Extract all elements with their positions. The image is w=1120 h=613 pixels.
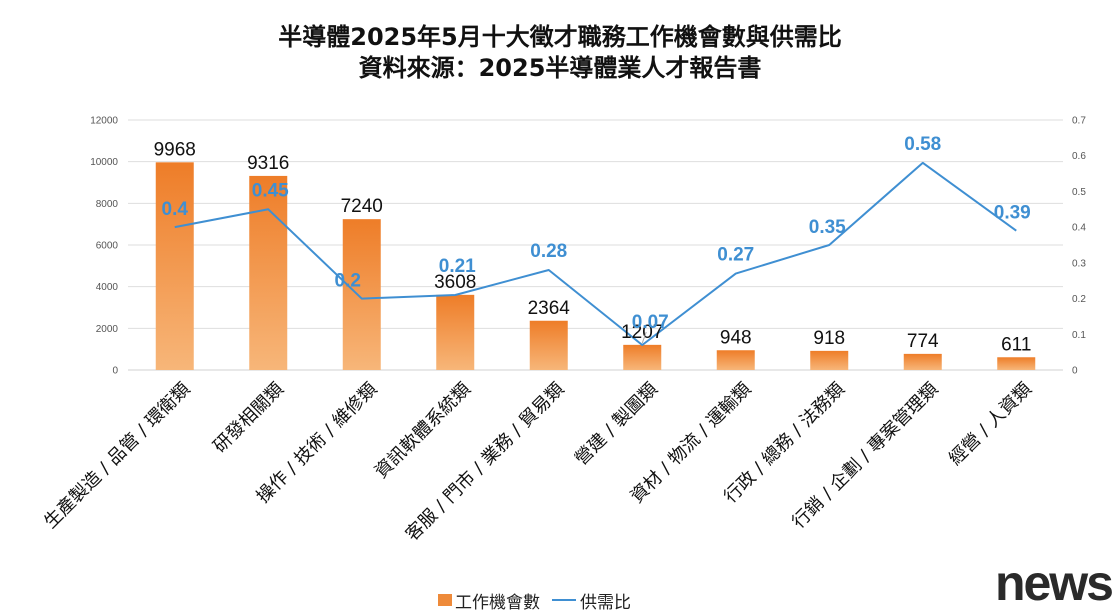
bar-value-label: 7240 <box>341 196 383 217</box>
ratio-value-label: 0.07 <box>632 312 669 333</box>
bar <box>623 344 662 370</box>
bar-value-label: 3608 <box>434 272 476 293</box>
right-tick-label: 0.3 <box>1072 258 1086 269</box>
news-logo: news <box>994 555 1114 611</box>
legend: 工作機會數 供需比 <box>438 588 643 613</box>
ratio-series <box>174 161 1017 346</box>
legend-swatch-bar <box>438 594 452 606</box>
ratio-value-label: 0.28 <box>530 241 567 262</box>
right-axis: 0 0.1 0.2 0.3 0.4 0.5 0.6 0.7 <box>1072 116 1086 377</box>
right-tick-label: 0 <box>1072 366 1078 377</box>
bar-value-label: 1207 <box>621 322 663 343</box>
bar-value-label: 948 <box>720 327 752 348</box>
left-tick-label: 10000 <box>90 157 118 168</box>
left-tick-label: 4000 <box>96 282 119 293</box>
category-label: 營建 / 製圖類 <box>571 379 662 470</box>
left-tick-label: 12000 <box>90 116 118 127</box>
ratio-value-label: 0.4 <box>162 199 189 220</box>
bar <box>249 175 288 370</box>
right-tick-label: 0.7 <box>1072 116 1086 127</box>
ratio-data-labels: 0.4 0.45 0.2 0.21 0.28 0.07 0.27 0.35 0.58 0.39 <box>162 134 1031 344</box>
bar-series <box>155 162 1036 370</box>
ratio-value-label: 0.2 <box>335 271 361 292</box>
bar-value-label: 2364 <box>528 298 571 319</box>
right-tick-label: 0.6 <box>1072 151 1086 162</box>
left-axis: 0 2000 4000 6000 8000 10000 12000 <box>90 116 118 377</box>
right-tick-label: 0.2 <box>1072 294 1086 305</box>
category-label: 研發相關類 <box>209 379 287 457</box>
legend-label-ratio: 供需比 <box>580 592 631 613</box>
left-tick-label: 6000 <box>96 241 119 252</box>
bar <box>342 219 381 370</box>
legend-swatch-line <box>552 599 576 601</box>
bar-value-label: 918 <box>813 328 845 349</box>
bar <box>997 357 1036 370</box>
ratio-value-label: 0.27 <box>717 245 754 266</box>
category-label: 生產製造 / 品管 / 環衛類 <box>40 379 194 533</box>
ratio-value-label: 0.45 <box>252 180 289 201</box>
category-label: 客服 / 門市 / 業務 / 貿易類 <box>402 379 569 546</box>
label-leader <box>641 331 647 344</box>
ratio-value-label: 0.58 <box>904 134 941 155</box>
legend-item-ratio: 供需比 <box>552 588 631 613</box>
bar-data-labels: 9968 9316 7240 3608 2364 1207 948 918 774 611 <box>154 139 1032 355</box>
bar-value-label: 774 <box>907 331 939 352</box>
left-tick-label: 2000 <box>96 324 119 335</box>
bar <box>529 320 568 370</box>
bar <box>716 350 755 370</box>
right-tick-label: 0.1 <box>1072 330 1086 341</box>
right-tick-label: 0.4 <box>1072 223 1086 234</box>
left-tick-label: 8000 <box>96 199 119 210</box>
category-label: 資訊軟體系統類 <box>371 379 475 483</box>
chart-subtitle: 資料來源：2025半導體業人才報告書 <box>358 54 762 82</box>
right-tick-label: 0.5 <box>1072 187 1086 198</box>
left-tick-label: 0 <box>112 366 118 377</box>
bar <box>436 294 475 370</box>
legend-label-jobs: 工作機會數 <box>455 592 540 613</box>
bar-value-label: 611 <box>1001 334 1031 355</box>
bar <box>155 162 194 370</box>
bar-value-label: 9316 <box>247 153 289 174</box>
ratio-line <box>174 161 1017 346</box>
combo-chart: 0 2000 4000 6000 8000 10000 12000 0 0.1 0.2 0.3 0.… <box>40 116 1086 546</box>
ratio-value-label: 0.35 <box>809 217 846 238</box>
category-label: 經營 / 人資類 <box>945 379 1036 470</box>
chart-title-block: 半導體2025年5月十大徵才職務工作機會數與供需比 資料來源：2025半導體業人… <box>0 22 1120 84</box>
bar <box>810 350 849 370</box>
legend-item-jobs: 工作機會數 <box>438 588 540 613</box>
ratio-value-label: 0.21 <box>439 256 476 277</box>
bar-value-label: 9968 <box>154 139 196 160</box>
ratio-value-label: 0.39 <box>994 203 1031 224</box>
chart-title: 半導體2025年5月十大徵才職務工作機會數與供需比 <box>278 23 842 51</box>
bar <box>903 353 942 370</box>
